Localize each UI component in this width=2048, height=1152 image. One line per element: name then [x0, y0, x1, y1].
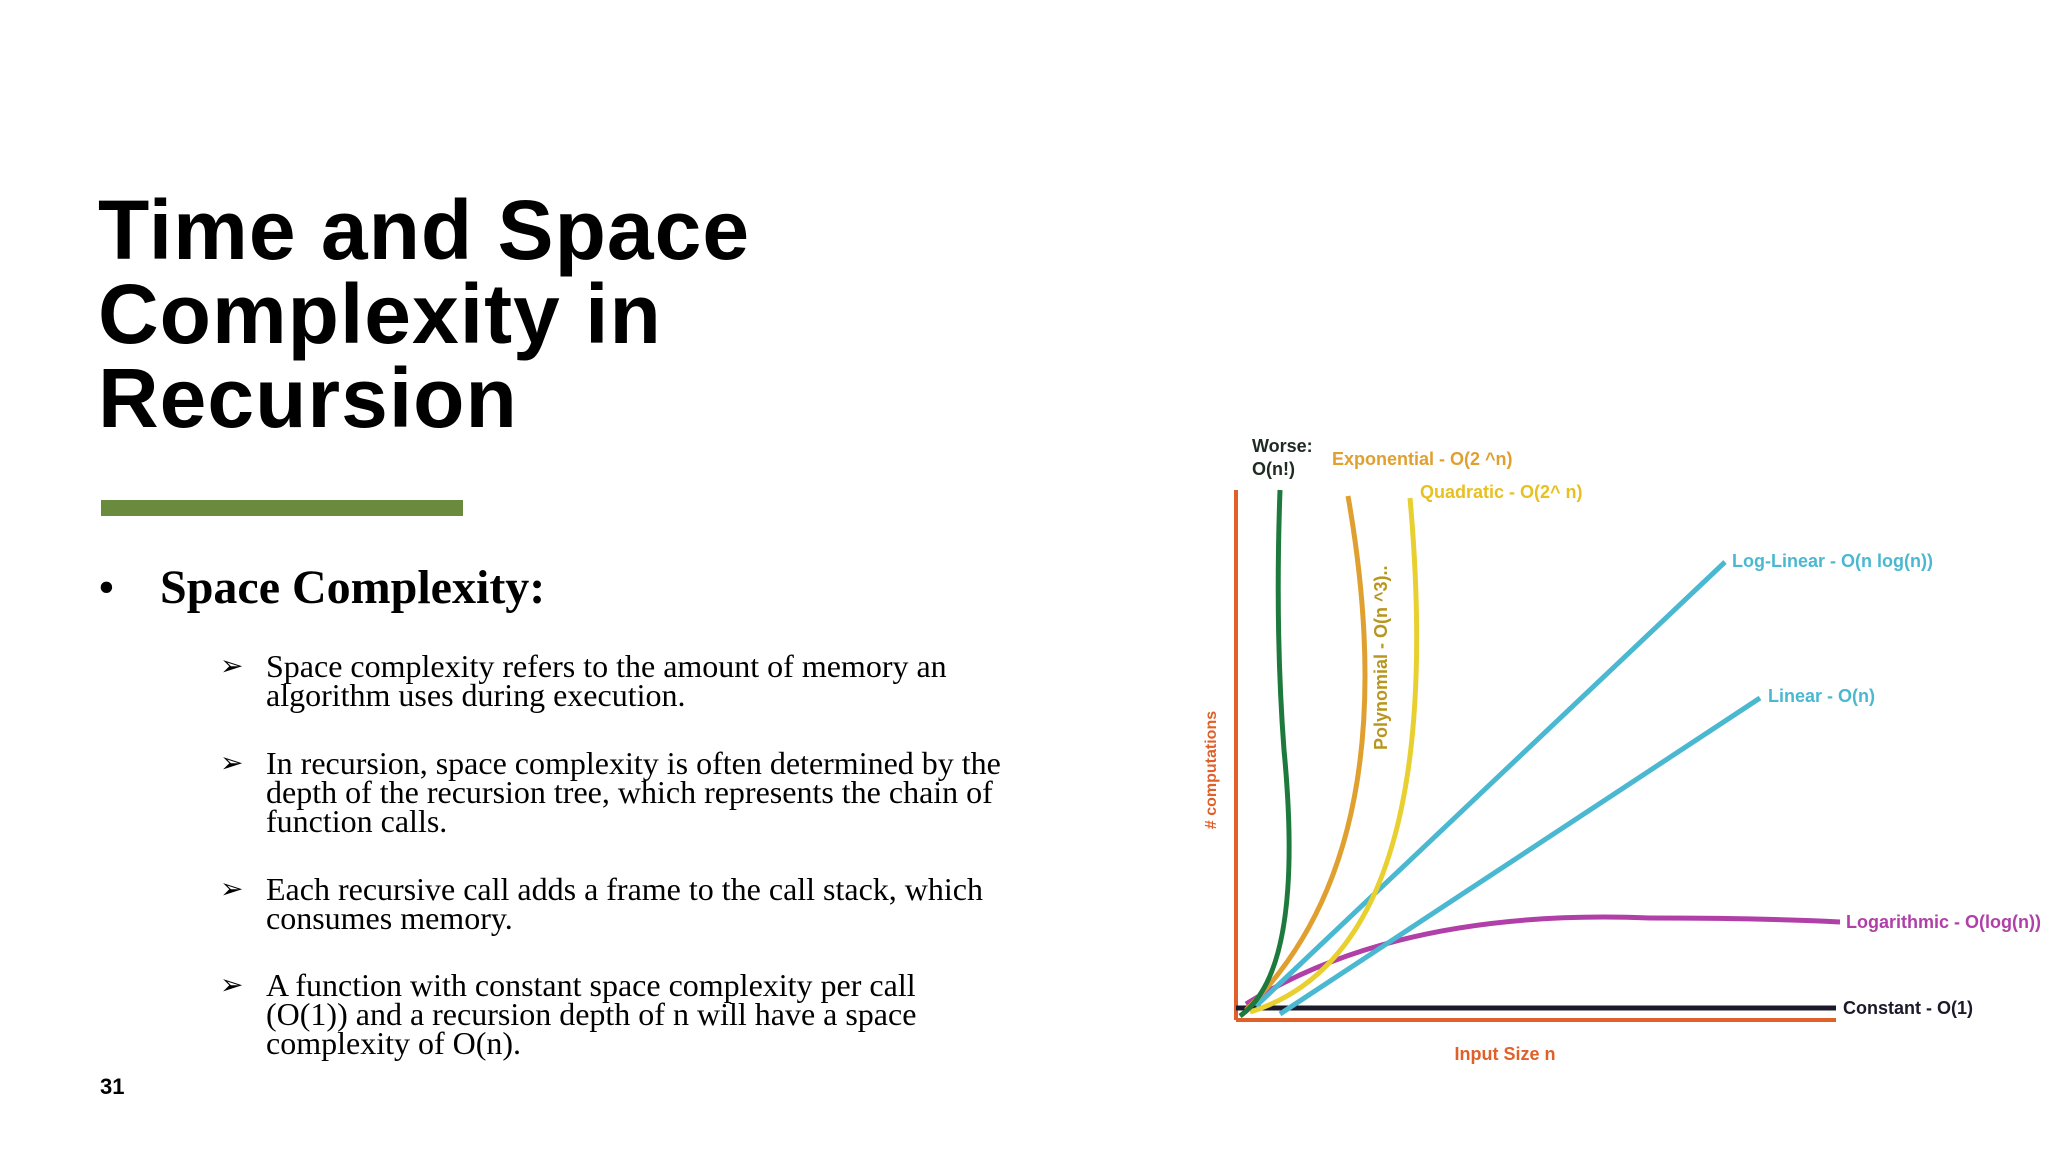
- series-line-linear: [1278, 695, 1762, 1017]
- series-line-log-linear: [1254, 560, 1727, 1008]
- list-item: ➢ A function with constant space complex…: [220, 967, 1080, 1061]
- x-axis-label: Input Size n: [1455, 1044, 1556, 1064]
- list-item: ➢ Space complexity refers to the amount …: [220, 648, 1080, 713]
- slide-title: Time and Space Complexity in Recursion: [98, 188, 750, 440]
- list-item-line: (O(1)) and a recursion depth of n will h…: [266, 996, 917, 1032]
- list-item-line: Space complexity refers to the amount of…: [266, 648, 947, 684]
- list-item-line: function calls.: [266, 803, 448, 839]
- series-label-linear: Linear - O(n): [1768, 686, 1875, 706]
- section-heading-text: Space Complexity:: [160, 561, 546, 614]
- y-axis-label: # computations: [1203, 711, 1220, 829]
- series-label-factorial: O(n!): [1252, 459, 1295, 479]
- series-label-logarithmic: Logarithmic - O(log(n)): [1846, 912, 2041, 932]
- series-line-polynomial: [1244, 495, 1368, 1012]
- list-item-line: In recursion, space complexity is often …: [266, 745, 1001, 781]
- series-label-factorial: Worse:: [1252, 436, 1313, 456]
- list-item: ➢ Each recursive call adds a frame to th…: [220, 871, 1080, 936]
- title-accent-bar: [101, 500, 463, 516]
- bullet-dot: •: [98, 561, 115, 614]
- series-label-quadratic: Quadratic - O(2^ n): [1420, 482, 1583, 502]
- series-label-polynomial: Polynomial - O(n ^3)..: [1371, 565, 1391, 750]
- arrow-bullet-icon: ➢: [220, 874, 244, 905]
- series-line-quadratic: [1249, 497, 1420, 1015]
- title-line: Time and Space: [98, 183, 751, 277]
- list-item-line: Each recursive call adds a frame to the …: [266, 871, 983, 907]
- arrow-bullet-icon: ➢: [220, 970, 244, 1001]
- series-line-factorial: [1238, 489, 1292, 1019]
- section-heading: • Space Complexity:: [98, 560, 545, 616]
- list-item-line: depth of the recursion tree, which repre…: [266, 774, 993, 810]
- arrow-bullet-icon: ➢: [220, 651, 244, 682]
- list-item-line: consumes memory.: [266, 900, 513, 936]
- series-label-constant: Constant - O(1): [1843, 998, 1973, 1018]
- slide-number: 31: [100, 1074, 125, 1099]
- list-item-line: complexity of O(n).: [266, 1025, 522, 1061]
- list-item-line: algorithm uses during execution.: [266, 677, 686, 713]
- complexity-chart: Worse: O(n!) Exponential - O(2 ^n) Polyn…: [1203, 436, 2041, 1064]
- series-label-log-linear: Log-Linear - O(n log(n)): [1732, 551, 1933, 571]
- list-item-line: A function with constant space complexit…: [266, 967, 916, 1003]
- arrow-bullet-icon: ➢: [220, 748, 244, 779]
- series-label-exponential: Exponential - O(2 ^n): [1332, 449, 1513, 469]
- list-item: ➢ In recursion, space complexity is ofte…: [220, 745, 1080, 839]
- title-line: Recursion: [98, 351, 518, 445]
- title-line: Complexity in: [98, 267, 662, 361]
